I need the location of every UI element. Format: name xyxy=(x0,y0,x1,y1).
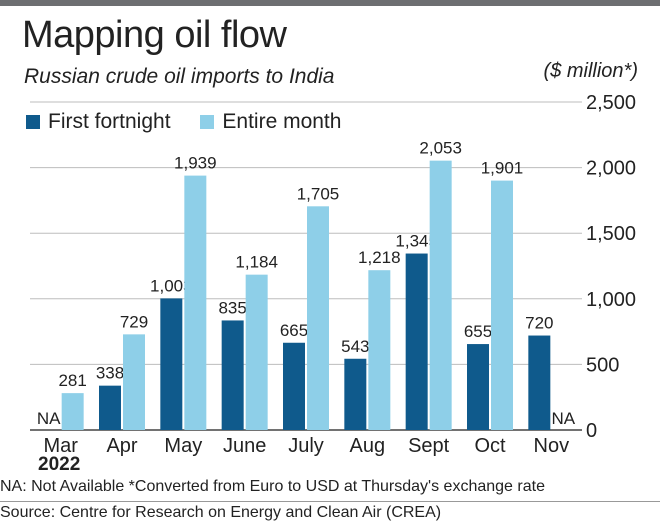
bar-first-fortnight xyxy=(99,385,121,430)
data-label-first-fortnight: 835 xyxy=(218,298,246,317)
data-label-first-fortnight: 1,345 xyxy=(395,232,438,251)
x-tick-label: Apr xyxy=(106,435,137,457)
legend-item-entire-month: Entire month xyxy=(200,110,341,134)
data-label-entire-month: 2,053 xyxy=(419,139,462,158)
bar-first-fortnight xyxy=(344,358,367,430)
y-tick-label: 1,500 xyxy=(586,223,636,245)
x-tick-label: Aug xyxy=(350,435,386,457)
data-label-entire-month: 729 xyxy=(120,312,148,331)
bar-entire-month xyxy=(429,160,452,430)
data-label-first-fortnight: 655 xyxy=(464,322,492,341)
chart-subtitle: Russian crude oil imports to India xyxy=(24,65,335,88)
data-label-first-fortnight: 665 xyxy=(280,321,308,340)
x-tick-label: June xyxy=(223,435,266,457)
data-label-entire-month: 1,218 xyxy=(358,248,401,267)
y-tick-label: 0 xyxy=(586,420,597,442)
bar-entire-month xyxy=(184,175,207,430)
y-tick-label: 2,000 xyxy=(586,158,636,180)
data-label-entire-month: NA xyxy=(552,409,576,428)
legend: First fortnight Entire month xyxy=(26,110,365,135)
y-tick-label: 2,500 xyxy=(586,92,636,114)
bar-first-fortnight xyxy=(221,320,244,430)
legend-label-entire-month: Entire month xyxy=(222,110,342,133)
data-label-entire-month: 1,705 xyxy=(297,184,340,203)
data-label-first-fortnight: 543 xyxy=(341,337,369,356)
bar-entire-month xyxy=(491,180,513,430)
bar-first-fortnight xyxy=(283,342,305,430)
bar-entire-month xyxy=(245,274,268,430)
bar-entire-month xyxy=(307,206,329,430)
x-tick-label: Oct xyxy=(474,435,506,457)
legend-label-first-fortnight: First fortnight xyxy=(48,110,171,133)
x-tick-label: July xyxy=(288,435,324,457)
legend-swatch-entire-month xyxy=(200,115,215,129)
data-label-entire-month: 1,939 xyxy=(174,154,217,173)
legend-swatch-first-fortnight xyxy=(26,115,40,129)
chart-title: Mapping oil flow xyxy=(22,14,287,56)
legend-item-first-fortnight: First fortnight xyxy=(26,110,171,134)
unit-label: ($ million*) xyxy=(543,60,638,82)
bar-entire-month xyxy=(368,270,391,430)
source-line: Source: Centre for Research on Energy an… xyxy=(0,501,660,522)
y-tick-label: 1,000 xyxy=(586,289,636,311)
x-tick-label: May xyxy=(164,435,202,457)
bar-first-fortnight xyxy=(528,335,551,430)
footnote: NA: Not Available *Converted from Euro t… xyxy=(0,478,545,495)
data-label-entire-month: 1,184 xyxy=(235,253,278,272)
x-tick-label: Nov xyxy=(534,435,570,457)
year-label: 2022 xyxy=(38,454,81,475)
top-rule xyxy=(0,0,660,6)
data-label-first-fortnight: 338 xyxy=(96,364,124,383)
x-tick-label: Sept xyxy=(408,435,450,457)
data-label-entire-month: 281 xyxy=(58,371,86,390)
data-label-entire-month: 1,901 xyxy=(481,159,524,178)
bar-entire-month xyxy=(123,334,145,430)
data-label-first-fortnight: 1,003 xyxy=(150,276,193,295)
bar-entire-month xyxy=(61,393,84,430)
data-label-first-fortnight: 720 xyxy=(525,314,553,333)
bar-first-fortnight xyxy=(467,344,489,430)
y-tick-label: 500 xyxy=(586,354,619,376)
data-label-first-fortnight: NA xyxy=(37,409,61,428)
x-tick-label: Mar xyxy=(43,435,78,457)
bar-first-fortnight xyxy=(405,253,428,430)
bar-first-fortnight xyxy=(160,298,183,430)
